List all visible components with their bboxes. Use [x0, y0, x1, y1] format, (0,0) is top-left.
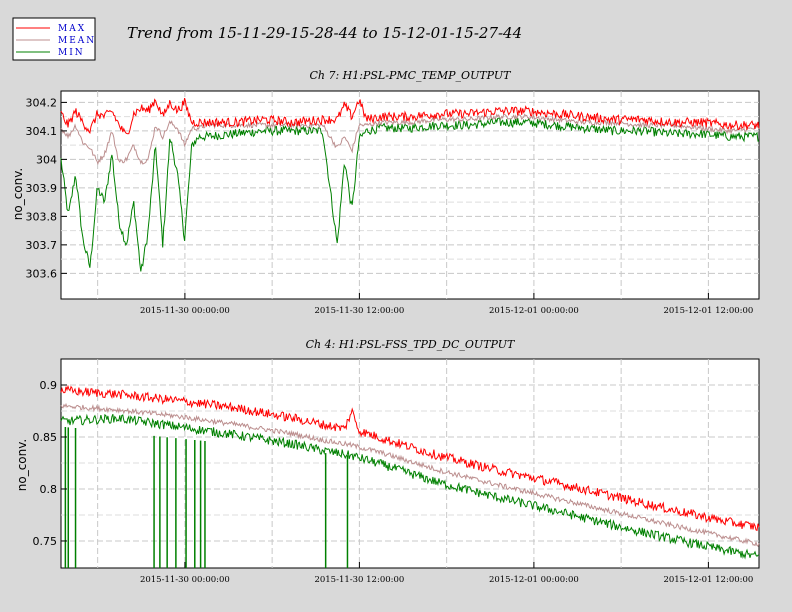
y-tick-label: 303.8	[26, 210, 58, 223]
x-tick-label: 2015-12-01 12:00:00	[663, 575, 753, 585]
series-line-min	[60, 117, 759, 272]
y-tick-label: 303.7	[26, 239, 58, 252]
series-line-min	[60, 413, 760, 560]
y-tick-label: 0.75	[33, 535, 58, 548]
plot-area	[60, 90, 760, 300]
y-ticks: 303.6 303.7 303.8 303.9 304 304.1 304.2	[26, 96, 67, 280]
y-tick-label: 303.9	[26, 182, 58, 195]
y-tick-label: 0.9	[40, 379, 58, 392]
grid	[61, 91, 759, 299]
x-tick-label: 2015-12-01 00:00:00	[489, 575, 579, 585]
x-tick-label: 2015-11-30 00:00:00	[140, 306, 230, 316]
legend: MAX MEAN MIN	[12, 17, 96, 61]
y-tick-label: 0.85	[33, 431, 58, 444]
x-tick-label: 2015-12-01 00:00:00	[489, 306, 579, 316]
chart-title: Ch 7: H1:PSL-PMC_TEMP_OUTPUT	[309, 69, 512, 82]
series-line-max	[60, 97, 760, 135]
y-axis-label: no_conv.	[15, 439, 29, 491]
y-tick-label: 304	[36, 153, 57, 166]
chart-pmc-temp: Ch 7: H1:PSL-PMC_TEMP_OUTPUT no_conv. 30…	[11, 69, 760, 316]
legend-label-max: MAX	[58, 24, 86, 34]
y-tick-label: 0.8	[40, 483, 58, 496]
figure-title: Trend from 15-11-29-15-28-44 to 15-12-01…	[127, 24, 522, 42]
chart-title: Ch 4: H1:PSL-FSS_TPD_DC_OUTPUT	[306, 338, 516, 351]
series-group	[60, 384, 760, 568]
series-group	[60, 97, 760, 272]
y-ticks: 0.75 0.8 0.85 0.9	[33, 379, 67, 548]
series-line-mean	[60, 402, 760, 547]
x-ticks: 2015-11-30 00:00:00 2015-11-30 12:00:00 20…	[140, 562, 753, 585]
legend-label-min: MIN	[58, 48, 85, 58]
series-line-mean	[60, 113, 760, 166]
grid	[61, 359, 759, 568]
x-tick-label: 2015-12-01 12:00:00	[663, 306, 753, 316]
y-tick-label: 304.2	[26, 96, 58, 109]
x-tick-label: 2015-11-30 00:00:00	[140, 575, 230, 585]
x-ticks: 2015-11-30 00:00:00 2015-11-30 12:00:00 20…	[140, 293, 753, 316]
x-tick-label: 2015-11-30 12:00:00	[314, 575, 404, 585]
legend-box	[12, 17, 96, 61]
y-axis-label: no_conv.	[11, 168, 25, 220]
legend-label-mean: MEAN	[58, 36, 96, 46]
series-line-max	[60, 384, 760, 532]
y-tick-label: 303.6	[26, 267, 58, 280]
x-tick-label: 2015-11-30 12:00:00	[314, 306, 404, 316]
y-tick-label: 304.1	[26, 125, 58, 138]
chart-fss-tpd-dc: Ch 4: H1:PSL-FSS_TPD_DC_OUTPUT no_conv. …	[15, 338, 760, 585]
